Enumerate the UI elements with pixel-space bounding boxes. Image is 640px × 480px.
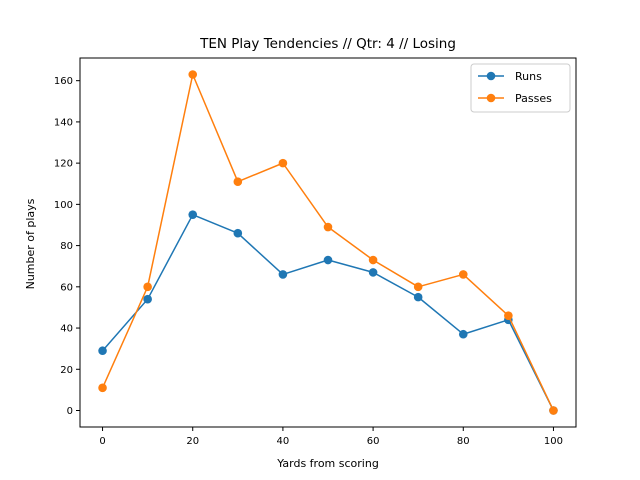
data-point-runs — [233, 228, 243, 238]
axes-frame — [79, 57, 577, 428]
legend-marker — [486, 93, 496, 103]
data-point-passes — [143, 282, 152, 292]
data-point-runs — [323, 255, 333, 265]
x-axis-label: Yards from scoring — [276, 457, 379, 470]
legend-item-passes: Passes — [478, 92, 552, 105]
x-tick-label: 100 — [544, 436, 563, 447]
plot-area — [80, 58, 576, 427]
chart-title: TEN Play Tendencies // Qtr: 4 // Losing — [199, 36, 456, 52]
data-point-passes — [504, 311, 513, 320]
data-point-runs — [143, 294, 152, 304]
data-point-passes — [458, 270, 468, 279]
data-point-runs — [368, 268, 378, 277]
data-point-passes — [98, 383, 107, 393]
y-tick-label: 100 — [54, 200, 73, 211]
x-tick-label: 60 — [367, 436, 380, 447]
data-point-passes — [368, 255, 378, 265]
data-point-passes — [233, 177, 243, 186]
y-tick-label: 120 — [54, 159, 73, 170]
y-tick-label: 80 — [60, 241, 73, 252]
x-tick-label: 40 — [277, 436, 290, 447]
y-tick-label: 0 — [67, 406, 73, 417]
data-point-runs — [413, 292, 423, 302]
data-point-passes — [323, 222, 333, 232]
x-tick-label: 20 — [186, 436, 199, 447]
data-point-passes — [188, 70, 198, 79]
series-passes — [98, 70, 558, 415]
y-tick-label: 140 — [54, 117, 73, 128]
x-tick-label: 0 — [99, 436, 105, 447]
data-point-runs — [188, 210, 198, 219]
data-point-passes — [278, 158, 288, 168]
legend-label: Passes — [515, 92, 552, 105]
series-runs — [98, 210, 558, 415]
y-tick-label: 160 — [54, 76, 73, 87]
x-tick-label: 80 — [457, 436, 470, 447]
y-axis-label: Number of plays — [24, 198, 37, 289]
legend: Runs Passes — [470, 63, 571, 113]
series-layer — [98, 70, 558, 415]
data-point-runs — [278, 270, 288, 279]
plot-background — [80, 58, 576, 427]
data-point-passes — [413, 282, 423, 292]
legend-label: Runs — [515, 70, 542, 83]
data-point-passes — [549, 406, 558, 415]
y-tick-label: 60 — [60, 282, 73, 293]
legend-item-runs: Runs — [478, 70, 542, 83]
data-point-runs — [98, 346, 107, 356]
y-tick-label: 40 — [60, 324, 73, 335]
y-tick-label: 20 — [60, 365, 73, 376]
legend-marker — [486, 71, 496, 81]
data-point-runs — [458, 329, 468, 339]
axes-layer: 0 20 40 60 80 100 0 20 40 60 80 100 120 140 160 — [54, 57, 577, 447]
